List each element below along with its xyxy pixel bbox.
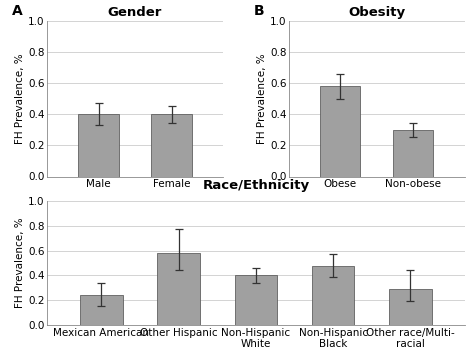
Title: Obesity: Obesity — [348, 6, 405, 19]
Bar — [80, 295, 123, 325]
Text: B: B — [254, 4, 265, 18]
Bar — [78, 114, 118, 176]
Text: Race/Ethnicity: Race/Ethnicity — [202, 179, 310, 192]
Y-axis label: FH Prevalence, %: FH Prevalence, % — [15, 218, 25, 308]
Y-axis label: FH Prevalence, %: FH Prevalence, % — [257, 54, 267, 144]
Bar — [393, 130, 434, 176]
Bar — [312, 266, 355, 325]
Bar — [157, 253, 200, 325]
Bar — [235, 275, 277, 325]
Bar — [389, 289, 432, 325]
Title: Gender: Gender — [108, 6, 162, 19]
Bar — [152, 114, 191, 176]
Bar — [320, 86, 360, 176]
Y-axis label: FH Prevalence, %: FH Prevalence, % — [15, 54, 25, 144]
Text: A: A — [12, 4, 23, 18]
